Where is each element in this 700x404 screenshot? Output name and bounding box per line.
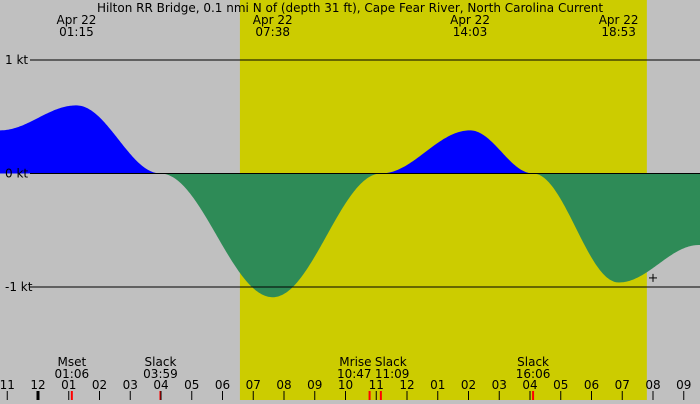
hour-tick-label: 06 (215, 378, 230, 392)
hour-tick-label: 07 (246, 378, 261, 392)
extremum-time: 01:15 (59, 25, 94, 39)
extremum-time: 18:53 (601, 25, 636, 39)
hour-tick-label: 03 (123, 378, 138, 392)
hour-tick-label: 09 (676, 378, 691, 392)
event-time: 01:06 (55, 367, 90, 381)
extremum-date: Apr 22 (57, 13, 97, 27)
extremum-time: 14:03 (453, 25, 488, 39)
extremum-date: Apr 22 (599, 13, 639, 27)
y-tick-label: 1 kt (5, 53, 28, 67)
hour-tick-label: 05 (553, 378, 568, 392)
hour-tick-label: 02 (461, 378, 476, 392)
flood-area (0, 105, 700, 174)
event-name: Slack (517, 355, 549, 369)
hour-tick-label: 04 (153, 378, 168, 392)
hour-tick-label: 08 (276, 378, 291, 392)
hour-tick-label: 12 (399, 378, 414, 392)
hour-tick-label: 06 (584, 378, 599, 392)
chart-title: Hilton RR Bridge, 0.1 nmi N of (depth 31… (97, 1, 603, 15)
event-time: 03:59 (143, 367, 178, 381)
event-name: Mset (57, 355, 86, 369)
event-time: 10:47 (337, 367, 372, 381)
y-tick-label: 0 kt (5, 167, 28, 181)
hour-tick-label: 04 (522, 378, 537, 392)
hour-tick-label: 08 (645, 378, 660, 392)
event-name: Mrise (339, 355, 371, 369)
hour-tick-label: 01 (430, 378, 445, 392)
event-time: 11:09 (375, 367, 410, 381)
hour-tick-label: 09 (307, 378, 322, 392)
extremum-date: Apr 22 (450, 13, 490, 27)
event-name: Slack (145, 355, 177, 369)
extremum-time: 07:38 (255, 25, 290, 39)
ebb-area (0, 173, 700, 298)
event-time: 16:06 (516, 367, 551, 381)
hour-tick-label: 02 (92, 378, 107, 392)
current-time-marker (649, 273, 657, 282)
hour-tick-label: 01 (61, 378, 76, 392)
hour-tick-label: 07 (615, 378, 630, 392)
hour-tick-label: 10 (338, 378, 353, 392)
hour-tick-label: 11 (0, 378, 15, 392)
hour-tick-label: 05 (184, 378, 199, 392)
hour-tick-label: 03 (492, 378, 507, 392)
hour-tick-label: 12 (30, 378, 45, 392)
y-tick-label: -1 kt (5, 280, 33, 294)
event-name: Slack (375, 355, 407, 369)
hour-tick-label: 11 (369, 378, 384, 392)
extremum-date: Apr 22 (253, 13, 293, 27)
